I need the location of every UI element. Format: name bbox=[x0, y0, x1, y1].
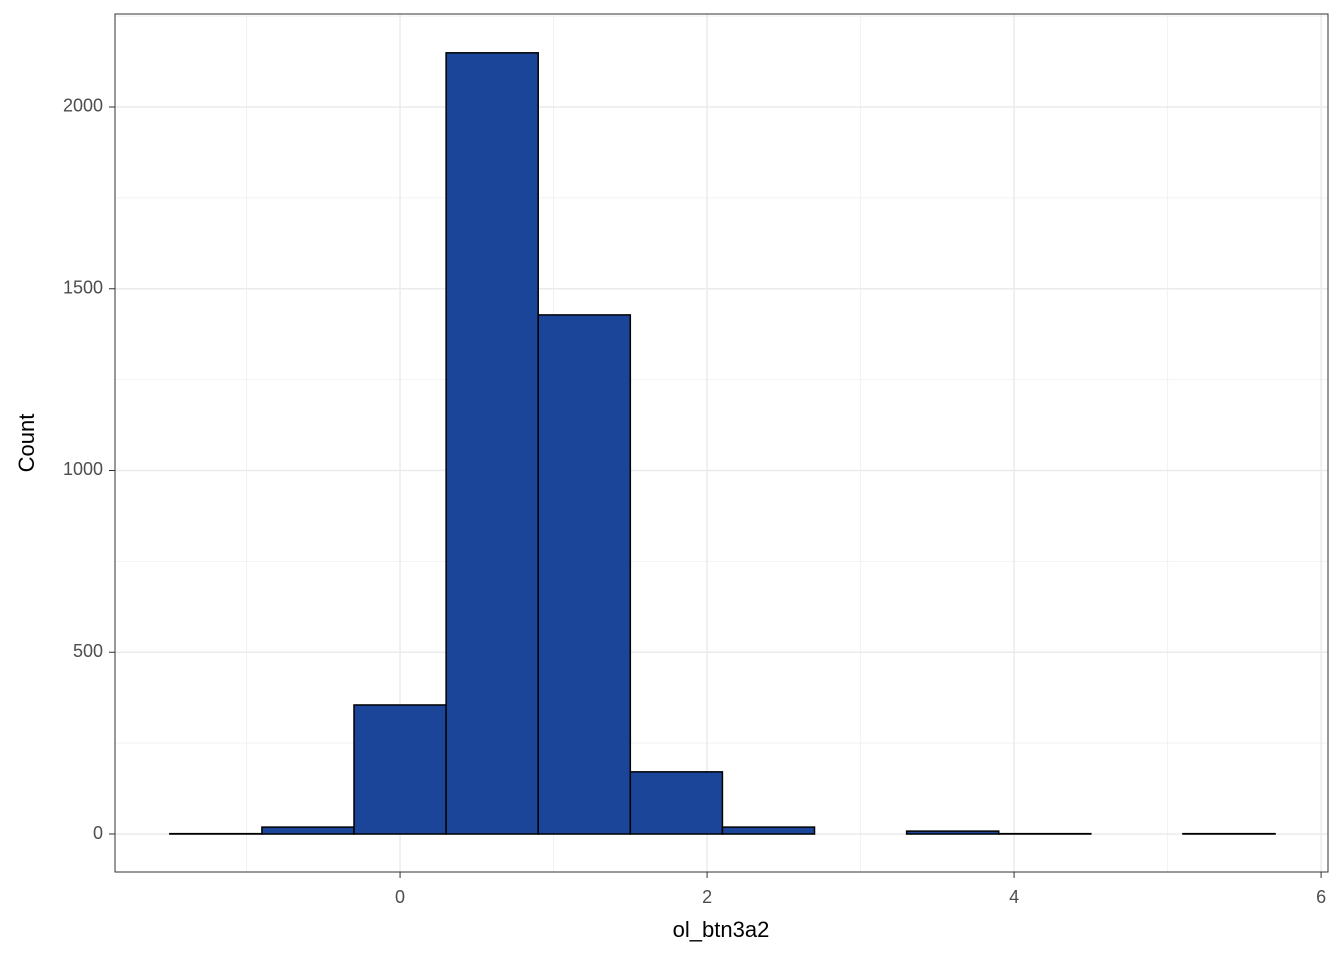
bar bbox=[722, 827, 814, 834]
bar bbox=[907, 831, 999, 834]
x-tick-label: 6 bbox=[1316, 887, 1326, 907]
x-tick-label: 4 bbox=[1009, 887, 1019, 907]
y-tick-label: 500 bbox=[73, 641, 103, 661]
bar bbox=[446, 53, 538, 834]
x-tick-label: 0 bbox=[395, 887, 405, 907]
bar bbox=[354, 705, 446, 834]
bar bbox=[630, 772, 722, 834]
y-tick-label: 2000 bbox=[63, 96, 103, 116]
bar bbox=[538, 315, 630, 834]
y-tick-label: 0 bbox=[93, 823, 103, 843]
y-axis-title: Count bbox=[14, 414, 39, 473]
bar bbox=[262, 827, 354, 834]
y-tick-label: 1000 bbox=[63, 459, 103, 479]
x-tick-label: 2 bbox=[702, 887, 712, 907]
y-tick-label: 1500 bbox=[63, 277, 103, 297]
x-axis-title: ol_btn3a2 bbox=[673, 917, 770, 942]
